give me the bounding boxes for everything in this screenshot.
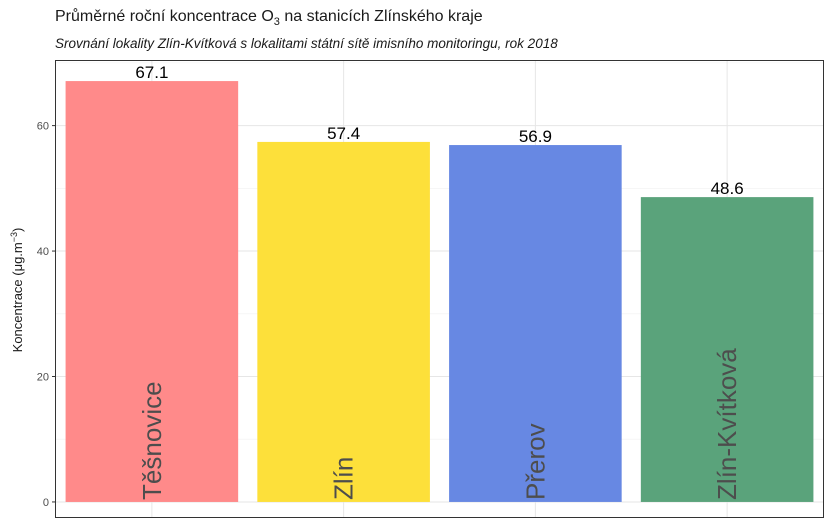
y-tick-label: 20	[37, 371, 49, 383]
plot-panel-border	[55, 60, 824, 518]
y-tick-label: 40	[37, 246, 49, 258]
category-label: Přerov	[520, 423, 550, 500]
bar	[449, 145, 622, 502]
bar-value-label: 48.6	[711, 179, 744, 198]
y-tick-label: 0	[43, 497, 49, 509]
bar	[257, 141, 430, 502]
bar	[640, 197, 814, 502]
y-axis-label: Koncentrace (μg.m−3)	[9, 228, 25, 353]
bar-value-label: 67.1	[135, 63, 168, 82]
chart-subtitle: Srovnání lokality Zlín-Kvítková s lokali…	[55, 36, 558, 51]
bar-value-label: 57.4	[327, 124, 360, 143]
chart-title: Průměrné roční koncentrace O3 na stanicí…	[55, 8, 483, 29]
category-label: Zlín	[329, 457, 359, 500]
bar-value-label: 56.9	[519, 127, 552, 146]
bar	[65, 81, 239, 502]
category-label: Těšnovice	[137, 381, 167, 500]
y-tick-label: 60	[37, 121, 49, 133]
category-label: Zlín-Kvítková	[712, 348, 742, 500]
